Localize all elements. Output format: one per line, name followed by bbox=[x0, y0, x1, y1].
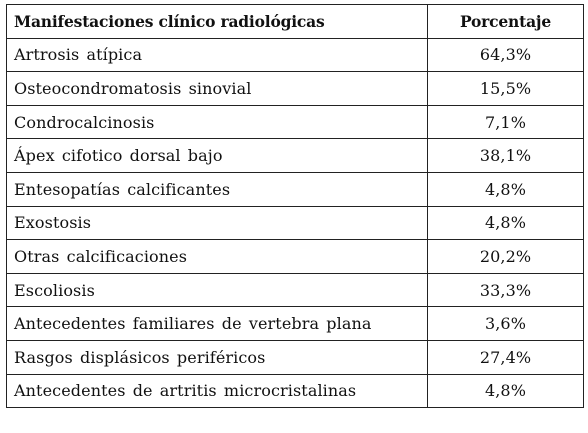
manifestation-cell: Antecedentes de artritis microcristalina… bbox=[6, 373, 428, 409]
table-row: Osteocondromatosis sinovial 15,5% bbox=[6, 71, 584, 106]
manifestation-cell: Exostosis bbox=[6, 205, 428, 241]
manifestation-cell: Osteocondromatosis sinovial bbox=[6, 71, 428, 106]
percentage-cell: 20,2% bbox=[427, 239, 584, 274]
percentage-cell: 4,8% bbox=[427, 373, 584, 409]
table-row: Rasgos displásicos periféricos 27,4% bbox=[6, 339, 584, 375]
manifestation-cell: Ápex cifotico dorsal bajo bbox=[6, 138, 428, 173]
manifestation-cell: Escoliosis bbox=[6, 272, 428, 308]
manifestation-cell: Entesopatías calcificantes bbox=[6, 171, 428, 207]
percentage-cell: 7,1% bbox=[427, 104, 584, 140]
percentage-cell: 15,5% bbox=[427, 71, 584, 106]
table-row: Antecedentes familiares de vertebra plan… bbox=[6, 306, 584, 341]
percentage-cell: 64,3% bbox=[427, 37, 584, 73]
table-row: Escoliosis 33,3% bbox=[6, 272, 584, 308]
header-manifestations: Manifestaciones clínico radiológicas bbox=[6, 4, 428, 39]
manifestation-cell: Otras calcificaciones bbox=[6, 239, 428, 274]
table-row: Otras calcificaciones 20,2% bbox=[6, 239, 584, 274]
header-percentage: Porcentaje bbox=[427, 4, 584, 39]
percentage-cell: 3,6% bbox=[427, 306, 584, 341]
percentage-cell: 4,8% bbox=[427, 205, 584, 241]
manifestation-cell: Rasgos displásicos periféricos bbox=[6, 339, 428, 375]
manifestation-cell: Artrosis atípica bbox=[6, 37, 428, 73]
percentage-cell: 27,4% bbox=[427, 339, 584, 375]
table-row: Condrocalcinosis 7,1% bbox=[6, 104, 584, 140]
data-table: Manifestaciones clínico radiológicas Por… bbox=[6, 4, 584, 409]
table-header-row: Manifestaciones clínico radiológicas Por… bbox=[6, 4, 584, 39]
manifestation-cell: Condrocalcinosis bbox=[6, 104, 428, 140]
percentage-cell: 33,3% bbox=[427, 272, 584, 308]
table-row: Entesopatías calcificantes 4,8% bbox=[6, 171, 584, 207]
percentage-cell: 38,1% bbox=[427, 138, 584, 173]
manifestation-cell: Antecedentes familiares de vertebra plan… bbox=[6, 306, 428, 341]
percentage-cell: 4,8% bbox=[427, 171, 584, 207]
table-row: Artrosis atípica 64,3% bbox=[6, 37, 584, 73]
table-row: Antecedentes de artritis microcristalina… bbox=[6, 373, 584, 409]
table-row: Exostosis 4,8% bbox=[6, 205, 584, 241]
table-row: Ápex cifotico dorsal bajo 38,1% bbox=[6, 138, 584, 173]
